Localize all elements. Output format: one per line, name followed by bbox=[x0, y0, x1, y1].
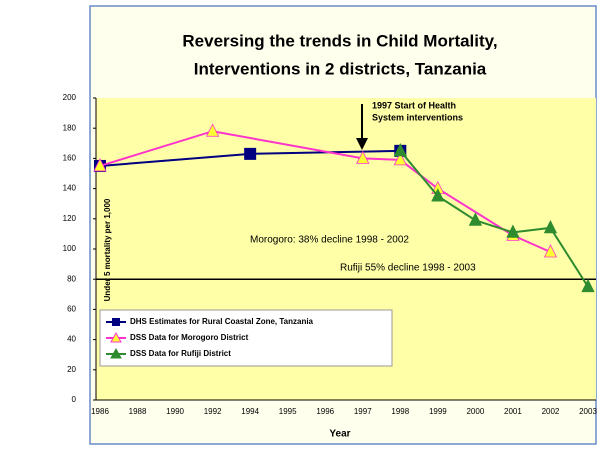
x-tick-label: 2003 bbox=[579, 407, 597, 416]
x-tick-label: 1997 bbox=[354, 407, 372, 416]
x-tick-label: 1992 bbox=[204, 407, 222, 416]
x-tick-label: 1990 bbox=[166, 407, 184, 416]
data-point bbox=[393, 152, 407, 166]
y-tick-label: 120 bbox=[63, 214, 77, 223]
x-tick-label: 1999 bbox=[429, 407, 447, 416]
data-point bbox=[543, 219, 558, 234]
y-tick-label: 160 bbox=[63, 154, 77, 163]
x-tick-label: 1998 bbox=[391, 407, 409, 416]
legend-label: DSS Data for Rufiji District bbox=[130, 349, 231, 358]
y-tick-label: 60 bbox=[67, 305, 76, 314]
annotation: Morogoro: 38% decline 1998 - 2002 bbox=[250, 235, 409, 246]
event-label: 1997 Start of Health bbox=[372, 100, 456, 110]
y-tick-label: 20 bbox=[67, 365, 76, 374]
x-tick-label: 1996 bbox=[316, 407, 334, 416]
data-point bbox=[581, 278, 595, 293]
y-axis-label: Under 5 mortality per 1,000 bbox=[103, 198, 112, 301]
data-point bbox=[205, 123, 220, 137]
x-tick-label: 2000 bbox=[466, 407, 484, 416]
data-point bbox=[244, 147, 257, 160]
annotation: Rufiji 55% decline 1998 - 2003 bbox=[340, 263, 476, 274]
x-tick-label: 2001 bbox=[504, 407, 522, 416]
y-tick-label: 40 bbox=[67, 335, 76, 344]
legend-label: DSS Data for Morogoro District bbox=[130, 333, 249, 342]
data-point bbox=[468, 212, 483, 226]
chart-title: Interventions in 2 districts, Tanzania bbox=[194, 59, 487, 78]
legend-marker bbox=[110, 347, 122, 359]
x-tick-label: 2002 bbox=[542, 407, 560, 416]
x-tick-label: 1986 bbox=[91, 407, 109, 416]
data-point bbox=[506, 224, 520, 238]
y-tick-label: 0 bbox=[72, 395, 77, 404]
legend-label: DHS Estimates for Rural Coastal Zone, Ta… bbox=[130, 317, 314, 326]
data-point bbox=[393, 142, 407, 157]
event-arrowhead bbox=[356, 138, 368, 150]
y-tick-label: 200 bbox=[63, 93, 77, 102]
y-tick-label: 100 bbox=[63, 244, 77, 253]
x-tick-label: 1994 bbox=[241, 407, 259, 416]
y-tick-label: 80 bbox=[67, 274, 76, 283]
legend-marker bbox=[110, 331, 122, 343]
series-line bbox=[399, 150, 589, 288]
legend-marker bbox=[112, 318, 120, 326]
data-point bbox=[431, 188, 445, 202]
data-point bbox=[93, 158, 107, 172]
chart-title: Reversing the trends in Child Mortality, bbox=[182, 31, 497, 50]
event-label: System interventions bbox=[372, 112, 463, 122]
x-tick-label: 1995 bbox=[279, 407, 297, 416]
y-tick-label: 180 bbox=[63, 123, 77, 132]
data-point bbox=[356, 150, 370, 164]
x-tick-label: 1988 bbox=[129, 407, 147, 416]
x-axis-label: Year bbox=[329, 429, 350, 440]
data-point bbox=[543, 244, 558, 258]
y-tick-label: 140 bbox=[63, 184, 77, 193]
legend bbox=[99, 309, 393, 367]
